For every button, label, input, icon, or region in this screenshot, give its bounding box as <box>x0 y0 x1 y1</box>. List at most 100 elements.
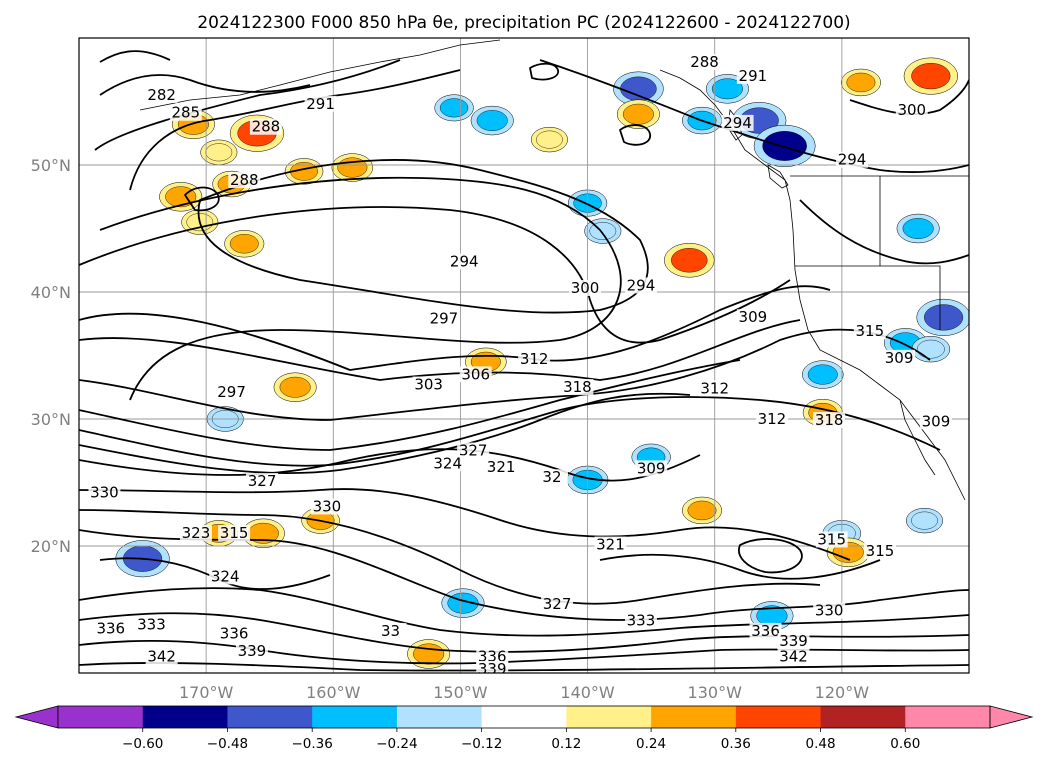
contour-label: 297 <box>430 309 459 327</box>
contour-label-bg <box>535 469 568 486</box>
precip-shading-core <box>711 78 743 100</box>
contour-label-bg <box>246 473 279 490</box>
colorbar-tick-label: −0.48 <box>207 736 248 752</box>
colorbar-tick-label: 0.48 <box>806 736 836 752</box>
contour-label: 294 <box>450 252 479 270</box>
precip-shading-core <box>279 376 311 398</box>
contour-label: 309 <box>885 349 914 367</box>
contour-label-bg <box>813 412 846 429</box>
contour-297 <box>99 176 622 401</box>
contour-309 <box>79 328 931 421</box>
contour-label: 330 <box>815 602 844 620</box>
contour-282 <box>99 50 171 63</box>
contour-label-bg <box>919 413 952 430</box>
contour-label-bg <box>476 661 509 673</box>
colorbar-segment <box>651 706 737 728</box>
longitude-tick-label: 170°W <box>179 683 234 702</box>
contour-342 <box>79 662 969 672</box>
colorbar-segment <box>566 706 652 728</box>
colorbar-segment <box>735 706 822 728</box>
precip-shading-core <box>413 643 445 665</box>
contour-label: 315 <box>856 322 885 340</box>
colorbar-segment <box>905 706 991 728</box>
contour-label: 300 <box>571 279 600 297</box>
contour-small-loop-2 <box>619 124 651 146</box>
colorbar-segment <box>58 706 144 728</box>
contour-label: 339 <box>478 660 507 678</box>
colorbar-segment <box>481 706 567 728</box>
contour-label-bg <box>218 525 251 542</box>
contour-label: 315 <box>866 542 895 560</box>
contour-291 <box>94 59 401 151</box>
precip-shading-core <box>846 72 876 93</box>
contour-label: 312 <box>520 350 549 368</box>
contour-label-bg <box>895 102 928 119</box>
contour-label-bg <box>624 277 657 294</box>
contour-label-bg <box>145 648 178 665</box>
contour-label-bg <box>228 172 261 189</box>
contour-label-bg <box>457 442 490 459</box>
contour-small-loop-1 <box>184 186 220 212</box>
contour-label: 336 <box>478 647 507 665</box>
colorbar-segment <box>820 706 906 728</box>
contour-label: 309 <box>739 308 768 326</box>
latitude-tick-label: 20°N <box>31 537 71 556</box>
longitude-tick-label: 140°W <box>560 683 615 702</box>
contour-label: 306 <box>461 365 490 383</box>
colorbar-tick-label: 0.24 <box>636 736 666 752</box>
contour-label-bg <box>624 612 657 629</box>
contour-label-bg <box>688 53 721 70</box>
contour-label-bg <box>836 151 869 168</box>
contour-303 <box>79 285 831 371</box>
colorbar-segment <box>396 706 483 728</box>
colorbar-over-triangle <box>989 705 1034 729</box>
contour-label: 285 <box>171 104 200 122</box>
contour-label-bg <box>145 86 178 103</box>
contour-west-coast-b <box>849 79 969 116</box>
colorbar-under-triangle <box>14 705 59 729</box>
contour-west-coast-a <box>799 199 969 265</box>
contour-tropical-b <box>599 553 881 580</box>
contour-label: 336 <box>220 624 249 642</box>
contour-label-bg <box>94 620 127 637</box>
contour-label-bg <box>304 95 337 112</box>
contour-label-bg <box>476 648 509 665</box>
contour-label: 291 <box>306 95 335 113</box>
contour-label: 303 <box>414 376 443 394</box>
contour-label-bg <box>736 309 769 326</box>
contour-label-bg <box>374 622 407 639</box>
contour-294-north <box>539 59 969 173</box>
contour-label: 297 <box>217 383 246 401</box>
colorbar-tick-label: 0.60 <box>890 736 920 752</box>
contour-label: 321 <box>487 458 516 476</box>
contour-label-bg <box>88 484 121 501</box>
contour-label-bg <box>883 349 916 366</box>
colorbar-tick-label: −0.60 <box>122 736 163 752</box>
latitude-tick-label: 50°N <box>31 156 71 175</box>
colorbar-segment <box>142 706 228 728</box>
contour-label-bg <box>215 384 248 401</box>
longitude-tick-label: 160°W <box>306 683 361 702</box>
contour-label: 333 <box>137 616 166 634</box>
contour-label-bg <box>459 366 492 383</box>
precip-shading-core <box>622 103 654 125</box>
contour-label: 32 <box>542 468 561 486</box>
contour-label-bg <box>448 253 481 270</box>
contour-label-bg <box>736 67 769 84</box>
colorbar-segment <box>227 706 313 728</box>
precip-shading-core <box>671 248 708 273</box>
contour-label-bg <box>249 118 282 135</box>
contour-label: 321 <box>596 536 625 554</box>
contour-label-bg <box>235 643 268 660</box>
colorbar-tick-label: −0.36 <box>291 736 332 752</box>
contour-312 <box>79 359 741 451</box>
contour-label: 333 <box>627 612 656 630</box>
precip-shading-core <box>439 98 469 118</box>
contour-label: 318 <box>815 411 844 429</box>
latitude-tick-label: 30°N <box>31 410 71 429</box>
contour-label: 312 <box>758 410 787 428</box>
contour-label-bg <box>209 568 242 585</box>
contour-label-bg <box>594 536 627 553</box>
